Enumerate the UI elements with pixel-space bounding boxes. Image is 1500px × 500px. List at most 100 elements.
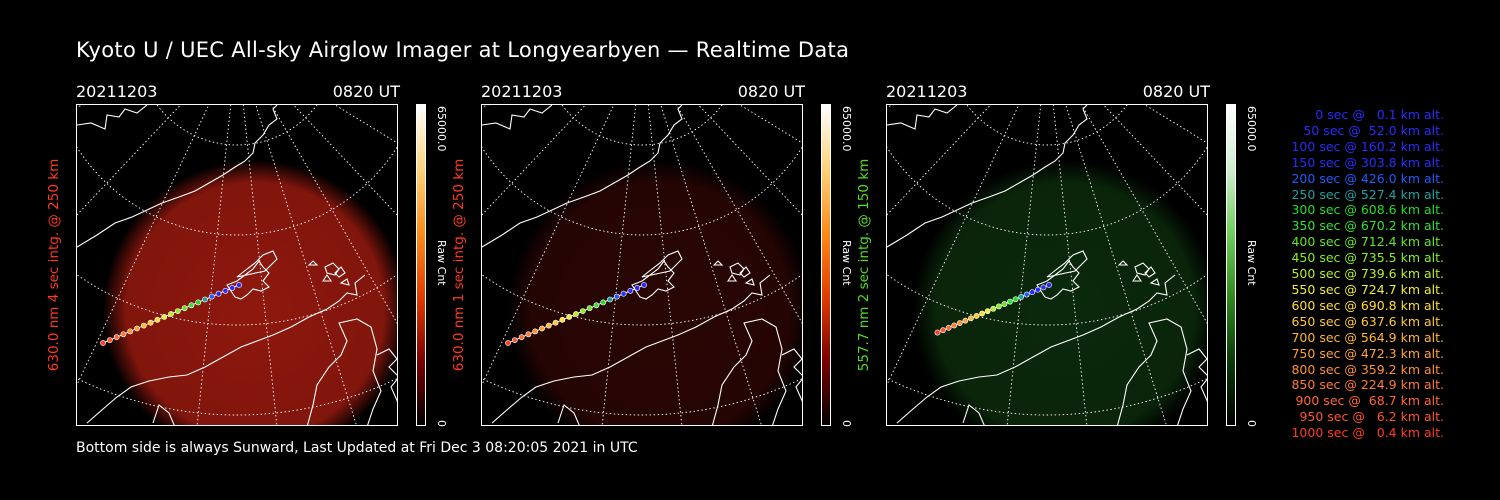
colorbar-unit-label: Raw Cnt: [840, 240, 853, 286]
trajectory-point: [511, 337, 518, 343]
trajectory-point: [995, 303, 1002, 310]
trajectory-point: [566, 313, 573, 320]
panel-time: 0820 UT: [332, 82, 400, 101]
panel-wavelength-label: 630.0 nm 1 sec intg. @ 250 km: [451, 158, 467, 372]
trajectory-point: [188, 302, 195, 309]
allsky-image: [886, 104, 1208, 426]
panel-date: 20211203: [481, 82, 563, 101]
colorbar-min-label: 0: [435, 420, 448, 427]
airglow-disk: [103, 160, 397, 425]
trajectory-point: [1040, 284, 1047, 291]
legend-row: 850 sec @ 224.9 km alt.: [1291, 377, 1444, 393]
trajectory: [100, 282, 242, 346]
trajectory-point: [545, 322, 552, 329]
trajectory-point: [586, 305, 593, 312]
trajectory-point: [579, 308, 586, 314]
trajectory-point: [600, 299, 607, 306]
legend-row: 150 sec @ 303.8 km alt.: [1291, 154, 1444, 170]
trajectory-point: [559, 316, 566, 323]
trajectory-point: [634, 284, 641, 291]
trajectory-point: [127, 328, 134, 335]
trajectory-point: [951, 322, 958, 329]
panel-wavelength-label: 557.7 nm 2 sec intg. @ 150 km: [856, 158, 872, 372]
legend-row: 800 sec @ 359.2 km alt.: [1291, 361, 1444, 377]
trajectory-point: [505, 340, 511, 346]
trajectory-point: [1001, 301, 1008, 307]
trajectory: [934, 282, 1052, 336]
trajectory: [505, 282, 647, 346]
airglow-disk: [508, 160, 802, 425]
trajectory-point: [202, 296, 208, 303]
trajectory-point: [208, 293, 215, 300]
trajectory-point: [984, 308, 991, 315]
trajectory-point: [140, 322, 147, 329]
imager-panel-2: 20211203 0820 UT 630.0 nm 1 sec intg. @ …: [451, 80, 881, 430]
trajectory-point: [1046, 282, 1052, 288]
trajectory-point: [945, 324, 952, 331]
allsky-image: [481, 104, 803, 426]
trajectory-point: [968, 315, 974, 322]
legend-row: 500 sec @ 739.6 km alt.: [1291, 266, 1444, 282]
trajectory-point: [1012, 296, 1019, 303]
legend-row: 50 sec @ 52.0 km alt.: [1303, 122, 1444, 138]
trajectory-point: [1018, 293, 1025, 300]
panel-wavelength-label: 630.0 nm 4 sec intg. @ 250 km: [46, 158, 62, 372]
trajectory-point: [106, 337, 113, 343]
imager-panel-3: 20211203 0820 UT 557.7 nm 2 sec intg. @ …: [856, 80, 1286, 430]
panel-time: 0820 UT: [1142, 82, 1210, 101]
legend-row: 250 sec @ 527.4 km alt.: [1291, 186, 1444, 202]
allsky-image: [76, 104, 398, 426]
panel-date: 20211203: [76, 82, 158, 101]
trajectory-point: [1034, 286, 1041, 293]
colorbar: [1226, 104, 1236, 426]
footer-status: Bottom side is always Sunward, Last Upda…: [76, 440, 638, 456]
colorbar-min-label: 0: [840, 420, 853, 427]
trajectory-point: [1007, 298, 1013, 305]
legend-row: 1000 sec @ 0.4 km alt.: [1291, 425, 1444, 441]
legend-row: 200 sec @ 426.0 km alt.: [1291, 170, 1444, 186]
trajectory-point: [1023, 291, 1030, 298]
trajectory-point: [613, 293, 620, 300]
colorbar-min-label: 0: [1245, 420, 1258, 427]
trajectory-point: [222, 287, 229, 294]
trajectory-point: [1029, 289, 1036, 296]
legend-row: 100 sec @ 160.2 km alt.: [1291, 138, 1444, 154]
trajectory-point: [518, 334, 525, 341]
legend-row: 900 sec @ 68.7 km alt.: [1295, 393, 1444, 409]
legend-row: 650 sec @ 637.6 km alt.: [1291, 313, 1444, 329]
coastlines: [77, 105, 397, 425]
legend-row: 950 sec @ 6.2 km alt.: [1299, 409, 1444, 425]
colorbar-max-label: 65000.0: [840, 106, 853, 152]
legend-row: 0 sec @ 0.1 km alt.: [1315, 107, 1444, 122]
legend-row: 550 sec @ 724.7 km alt.: [1291, 281, 1444, 297]
trajectory-point: [973, 313, 980, 319]
trajectory-point: [100, 340, 106, 346]
trajectory-point: [627, 287, 634, 294]
legend-row: 700 sec @ 564.9 km alt.: [1291, 329, 1444, 345]
colorbar-max-label: 65000.0: [435, 106, 448, 152]
trajectory-point: [147, 319, 154, 326]
panel-date: 20211203: [886, 82, 968, 101]
colorbar-max-label: 65000.0: [1245, 106, 1258, 152]
trajectory-point: [113, 334, 120, 341]
trajectory-point: [539, 325, 545, 332]
trajectory-point: [229, 284, 236, 291]
trajectory-point: [979, 310, 985, 317]
colorbar: [416, 104, 426, 426]
trajectory-point: [120, 331, 127, 338]
trajectory-point: [168, 311, 174, 317]
colorbar-unit-label: Raw Cnt: [435, 240, 448, 286]
coastlines: [887, 105, 1207, 425]
legend-row: 400 sec @ 712.4 km alt.: [1291, 234, 1444, 250]
legend-row: 300 sec @ 608.6 km alt.: [1291, 202, 1444, 218]
colorbar-unit-label: Raw Cnt: [1245, 240, 1258, 286]
trajectory-legend: 0 sec @ 0.1 km alt. 50 sec @ 52.0 km alt.…: [1262, 107, 1444, 441]
trajectory-point: [940, 327, 946, 334]
legend-row: 600 sec @ 690.8 km alt.: [1291, 297, 1444, 313]
airglow-disk: [913, 160, 1207, 425]
trajectory-point: [134, 325, 140, 332]
trajectory-point: [593, 302, 600, 309]
trajectory-point: [161, 313, 168, 320]
trajectory-point: [962, 317, 969, 324]
trajectory-point: [174, 308, 181, 314]
